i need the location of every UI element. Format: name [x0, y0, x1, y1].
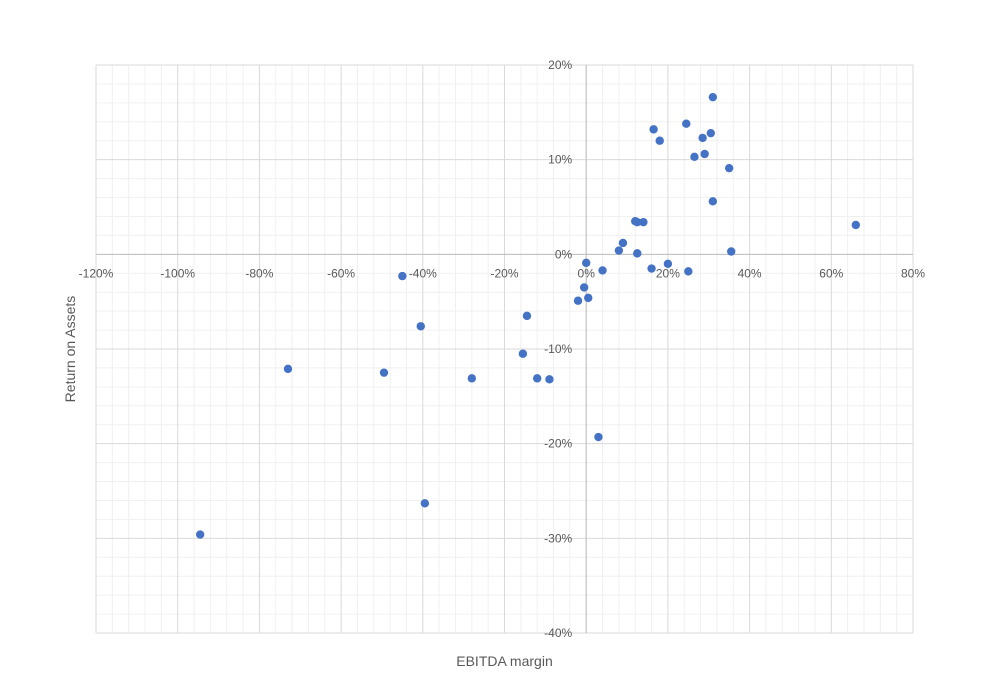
data-points: [195, 92, 861, 539]
data-point: [379, 368, 389, 377]
data-point: [614, 246, 624, 255]
data-point: [283, 364, 293, 374]
data-point: [727, 247, 736, 256]
x-tick-label: -80%: [245, 266, 273, 280]
data-point: [532, 374, 542, 383]
data-point: [398, 271, 407, 281]
data-point: [682, 119, 691, 128]
data-point: [663, 259, 673, 268]
y-axis-tick-labels: -40% -30% -20% -10% 0% 10% 20%: [544, 58, 572, 640]
data-point: [633, 217, 642, 227]
x-tick-label: 0%: [578, 266, 596, 280]
x-axis-tick-labels: -120% -100% -80% -60% -40% -20% 0% 20% 40% 60% 80%: [79, 266, 926, 280]
x-tick-label: 60%: [819, 266, 843, 280]
x-tick-label: 80%: [901, 266, 925, 280]
data-point: [684, 267, 693, 276]
data-point: [649, 125, 658, 134]
data-point: [700, 149, 709, 159]
x-tick-label: 20%: [656, 266, 680, 280]
data-point: [579, 283, 589, 292]
data-point: [582, 258, 591, 268]
data-point: [522, 311, 532, 321]
data-point: [467, 374, 477, 383]
data-point: [584, 293, 593, 303]
data-point: [420, 499, 430, 508]
y-axis-title: Return on Assets: [62, 296, 78, 403]
data-point: [639, 217, 648, 227]
y-tick-label: -20%: [544, 437, 572, 451]
data-point: [545, 375, 554, 384]
x-tick-label: -40%: [409, 266, 437, 280]
x-tick-label: -60%: [327, 266, 355, 280]
data-point: [594, 432, 603, 442]
x-axis-title: EBITDA margin: [456, 653, 552, 669]
data-point: [518, 349, 528, 358]
y-tick-label: -10%: [544, 342, 572, 356]
x-tick-label: -20%: [490, 266, 518, 280]
data-point: [708, 197, 718, 206]
data-point: [655, 136, 664, 145]
data-point: [618, 238, 628, 248]
x-tick-label: 40%: [738, 266, 762, 280]
data-point: [724, 163, 734, 173]
data-point: [851, 220, 861, 230]
y-tick-label: 20%: [548, 58, 572, 72]
data-point: [598, 266, 607, 275]
x-tick-label: -120%: [79, 266, 114, 280]
data-point: [416, 322, 425, 331]
x-tick-label: -100%: [160, 266, 195, 280]
data-point: [690, 152, 699, 162]
y-tick-label: -40%: [544, 626, 572, 640]
y-tick-label: -30%: [544, 531, 572, 545]
y-tick-label: 10%: [548, 153, 572, 167]
data-point: [647, 264, 656, 273]
data-point: [633, 249, 642, 258]
data-point: [708, 92, 718, 102]
data-point: [706, 128, 715, 138]
data-point: [698, 133, 707, 143]
data-point: [195, 530, 205, 539]
y-tick-label: 0%: [555, 247, 573, 261]
data-point: [573, 296, 583, 305]
axes: [96, 65, 913, 633]
major-gridlines: [95, 64, 914, 634]
